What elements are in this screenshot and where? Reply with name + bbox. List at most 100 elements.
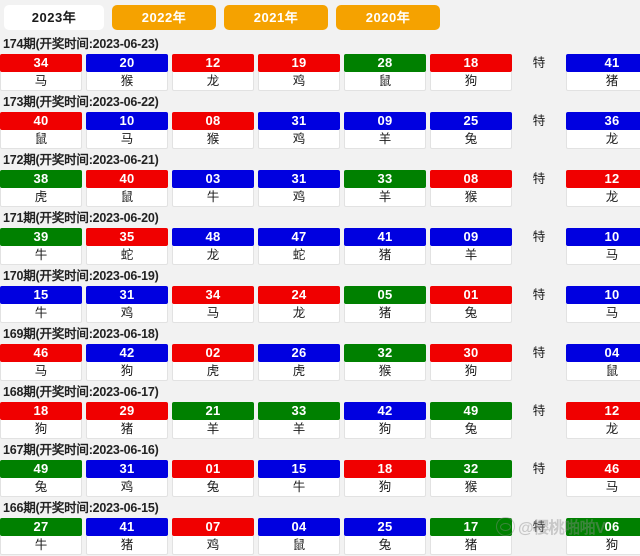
special-ball-number: 10 bbox=[566, 228, 640, 246]
ball-number-row: 39 35 48 47 41 09 特 10 bbox=[0, 228, 640, 246]
draw-title: 170期(开奖时间:2023-06-19) bbox=[3, 269, 159, 283]
special-separator: 特 bbox=[516, 228, 562, 246]
ball-number: 32 bbox=[430, 460, 512, 478]
special-ball-zodiac: 马 bbox=[566, 304, 640, 323]
ball-number: 02 bbox=[172, 344, 254, 362]
zodiac-cell: 鸡 bbox=[86, 478, 168, 497]
ball-cell: 15 bbox=[258, 460, 340, 478]
special-separator-label: 特 bbox=[516, 286, 562, 304]
special-ball-number: 04 bbox=[566, 344, 640, 362]
special-ball-number: 12 bbox=[566, 402, 640, 420]
ball-zodiac: 龙 bbox=[172, 246, 254, 265]
special-separator-label: 特 bbox=[516, 170, 562, 188]
zodiac-cell: 羊 bbox=[344, 130, 426, 149]
ball-zodiac-row: 狗猪羊羊狗兔龙 bbox=[0, 420, 640, 439]
special-ball-zodiac: 狗 bbox=[566, 536, 640, 555]
ball-number-row: 40 10 08 31 09 25 特 36 bbox=[0, 112, 640, 130]
special-separator-label: 特 bbox=[516, 460, 562, 478]
ball-zodiac: 猪 bbox=[430, 536, 512, 555]
ball-cell: 12 bbox=[172, 54, 254, 72]
ball-cell: 49 bbox=[0, 460, 82, 478]
zodiac-cell: 猪 bbox=[344, 246, 426, 265]
ball-number: 33 bbox=[344, 170, 426, 188]
special-separator: 特 bbox=[516, 286, 562, 304]
year-tab-2020[interactable]: 2020年 bbox=[336, 4, 440, 30]
draw-block: 166期(开奖时间:2023-06-15) 27 41 07 04 25 17 特 06 牛猪鸡鼠… bbox=[0, 498, 640, 556]
ball-number: 04 bbox=[258, 518, 340, 536]
ball-zodiac: 牛 bbox=[0, 536, 82, 555]
zodiac-cell: 兔 bbox=[430, 304, 512, 323]
ball-number: 17 bbox=[430, 518, 512, 536]
ball-cell: 40 bbox=[86, 170, 168, 188]
ball-zodiac: 虎 bbox=[172, 362, 254, 381]
ball-cell: 01 bbox=[172, 460, 254, 478]
ball-zodiac: 狗 bbox=[430, 362, 512, 381]
special-ball-cell: 12 bbox=[566, 402, 640, 420]
ball-zodiac: 马 bbox=[0, 362, 82, 381]
zodiac-cell: 兔 bbox=[430, 420, 512, 439]
year-tab-2023[interactable]: 2023年 bbox=[4, 4, 104, 30]
draw-title: 168期(开奖时间:2023-06-17) bbox=[3, 385, 159, 399]
year-tab-2022[interactable]: 2022年 bbox=[112, 4, 216, 30]
draw-block: 169期(开奖时间:2023-06-18) 46 42 02 26 32 30 特 04 马狗虎虎… bbox=[0, 324, 640, 382]
spacer bbox=[516, 130, 562, 149]
ball-cell: 27 bbox=[0, 518, 82, 536]
year-tab-2021[interactable]: 2021年 bbox=[224, 4, 328, 30]
zodiac-cell: 鼠 bbox=[344, 72, 426, 91]
ball-cell: 46 bbox=[0, 344, 82, 362]
spacer bbox=[516, 536, 562, 555]
ball-zodiac: 鸡 bbox=[258, 130, 340, 149]
ball-number: 48 bbox=[172, 228, 254, 246]
zodiac-cell: 鸡 bbox=[258, 188, 340, 207]
special-zodiac-cell: 龙 bbox=[566, 188, 640, 207]
special-separator-spacer bbox=[516, 362, 562, 381]
spacer bbox=[516, 304, 562, 323]
zodiac-cell: 狗 bbox=[430, 72, 512, 91]
special-separator-label: 特 bbox=[516, 402, 562, 420]
ball-cell: 47 bbox=[258, 228, 340, 246]
special-separator-label: 特 bbox=[516, 54, 562, 72]
zodiac-cell: 猴 bbox=[430, 188, 512, 207]
zodiac-cell: 狗 bbox=[86, 362, 168, 381]
zodiac-cell: 猪 bbox=[86, 536, 168, 555]
ball-zodiac: 兔 bbox=[430, 304, 512, 323]
ball-cell: 09 bbox=[344, 112, 426, 130]
ball-cell: 32 bbox=[344, 344, 426, 362]
spacer bbox=[516, 72, 562, 91]
zodiac-cell: 羊 bbox=[430, 246, 512, 265]
ball-zodiac: 猪 bbox=[344, 304, 426, 323]
zodiac-cell: 牛 bbox=[172, 188, 254, 207]
ball-cell: 25 bbox=[344, 518, 426, 536]
zodiac-cell: 猴 bbox=[86, 72, 168, 91]
ball-zodiac: 鼠 bbox=[0, 130, 82, 149]
special-ball-number: 12 bbox=[566, 170, 640, 188]
special-ball-zodiac: 马 bbox=[566, 246, 640, 265]
ball-number: 34 bbox=[172, 286, 254, 304]
ball-zodiac: 龙 bbox=[258, 304, 340, 323]
ball-number: 30 bbox=[430, 344, 512, 362]
ball-number-row: 38 40 03 31 33 08 特 12 bbox=[0, 170, 640, 188]
special-zodiac-cell: 狗 bbox=[566, 536, 640, 555]
special-ball-number: 10 bbox=[566, 286, 640, 304]
spacer bbox=[516, 362, 562, 381]
ball-zodiac: 猴 bbox=[86, 72, 168, 91]
ball-cell: 08 bbox=[172, 112, 254, 130]
special-ball-zodiac: 鼠 bbox=[566, 362, 640, 381]
ball-zodiac: 马 bbox=[0, 72, 82, 91]
draw-title: 174期(开奖时间:2023-06-23) bbox=[3, 37, 159, 51]
ball-number: 25 bbox=[344, 518, 426, 536]
zodiac-cell: 猪 bbox=[86, 420, 168, 439]
ball-zodiac: 狗 bbox=[86, 362, 168, 381]
special-separator: 特 bbox=[516, 54, 562, 72]
special-ball-cell: 10 bbox=[566, 286, 640, 304]
ball-number: 31 bbox=[86, 460, 168, 478]
ball-number: 18 bbox=[0, 402, 82, 420]
ball-zodiac: 羊 bbox=[258, 420, 340, 439]
ball-zodiac: 鸡 bbox=[86, 304, 168, 323]
ball-number: 46 bbox=[0, 344, 82, 362]
ball-cell: 33 bbox=[344, 170, 426, 188]
zodiac-cell: 羊 bbox=[172, 420, 254, 439]
ball-cell: 40 bbox=[0, 112, 82, 130]
ball-cell: 09 bbox=[430, 228, 512, 246]
ball-number: 38 bbox=[0, 170, 82, 188]
